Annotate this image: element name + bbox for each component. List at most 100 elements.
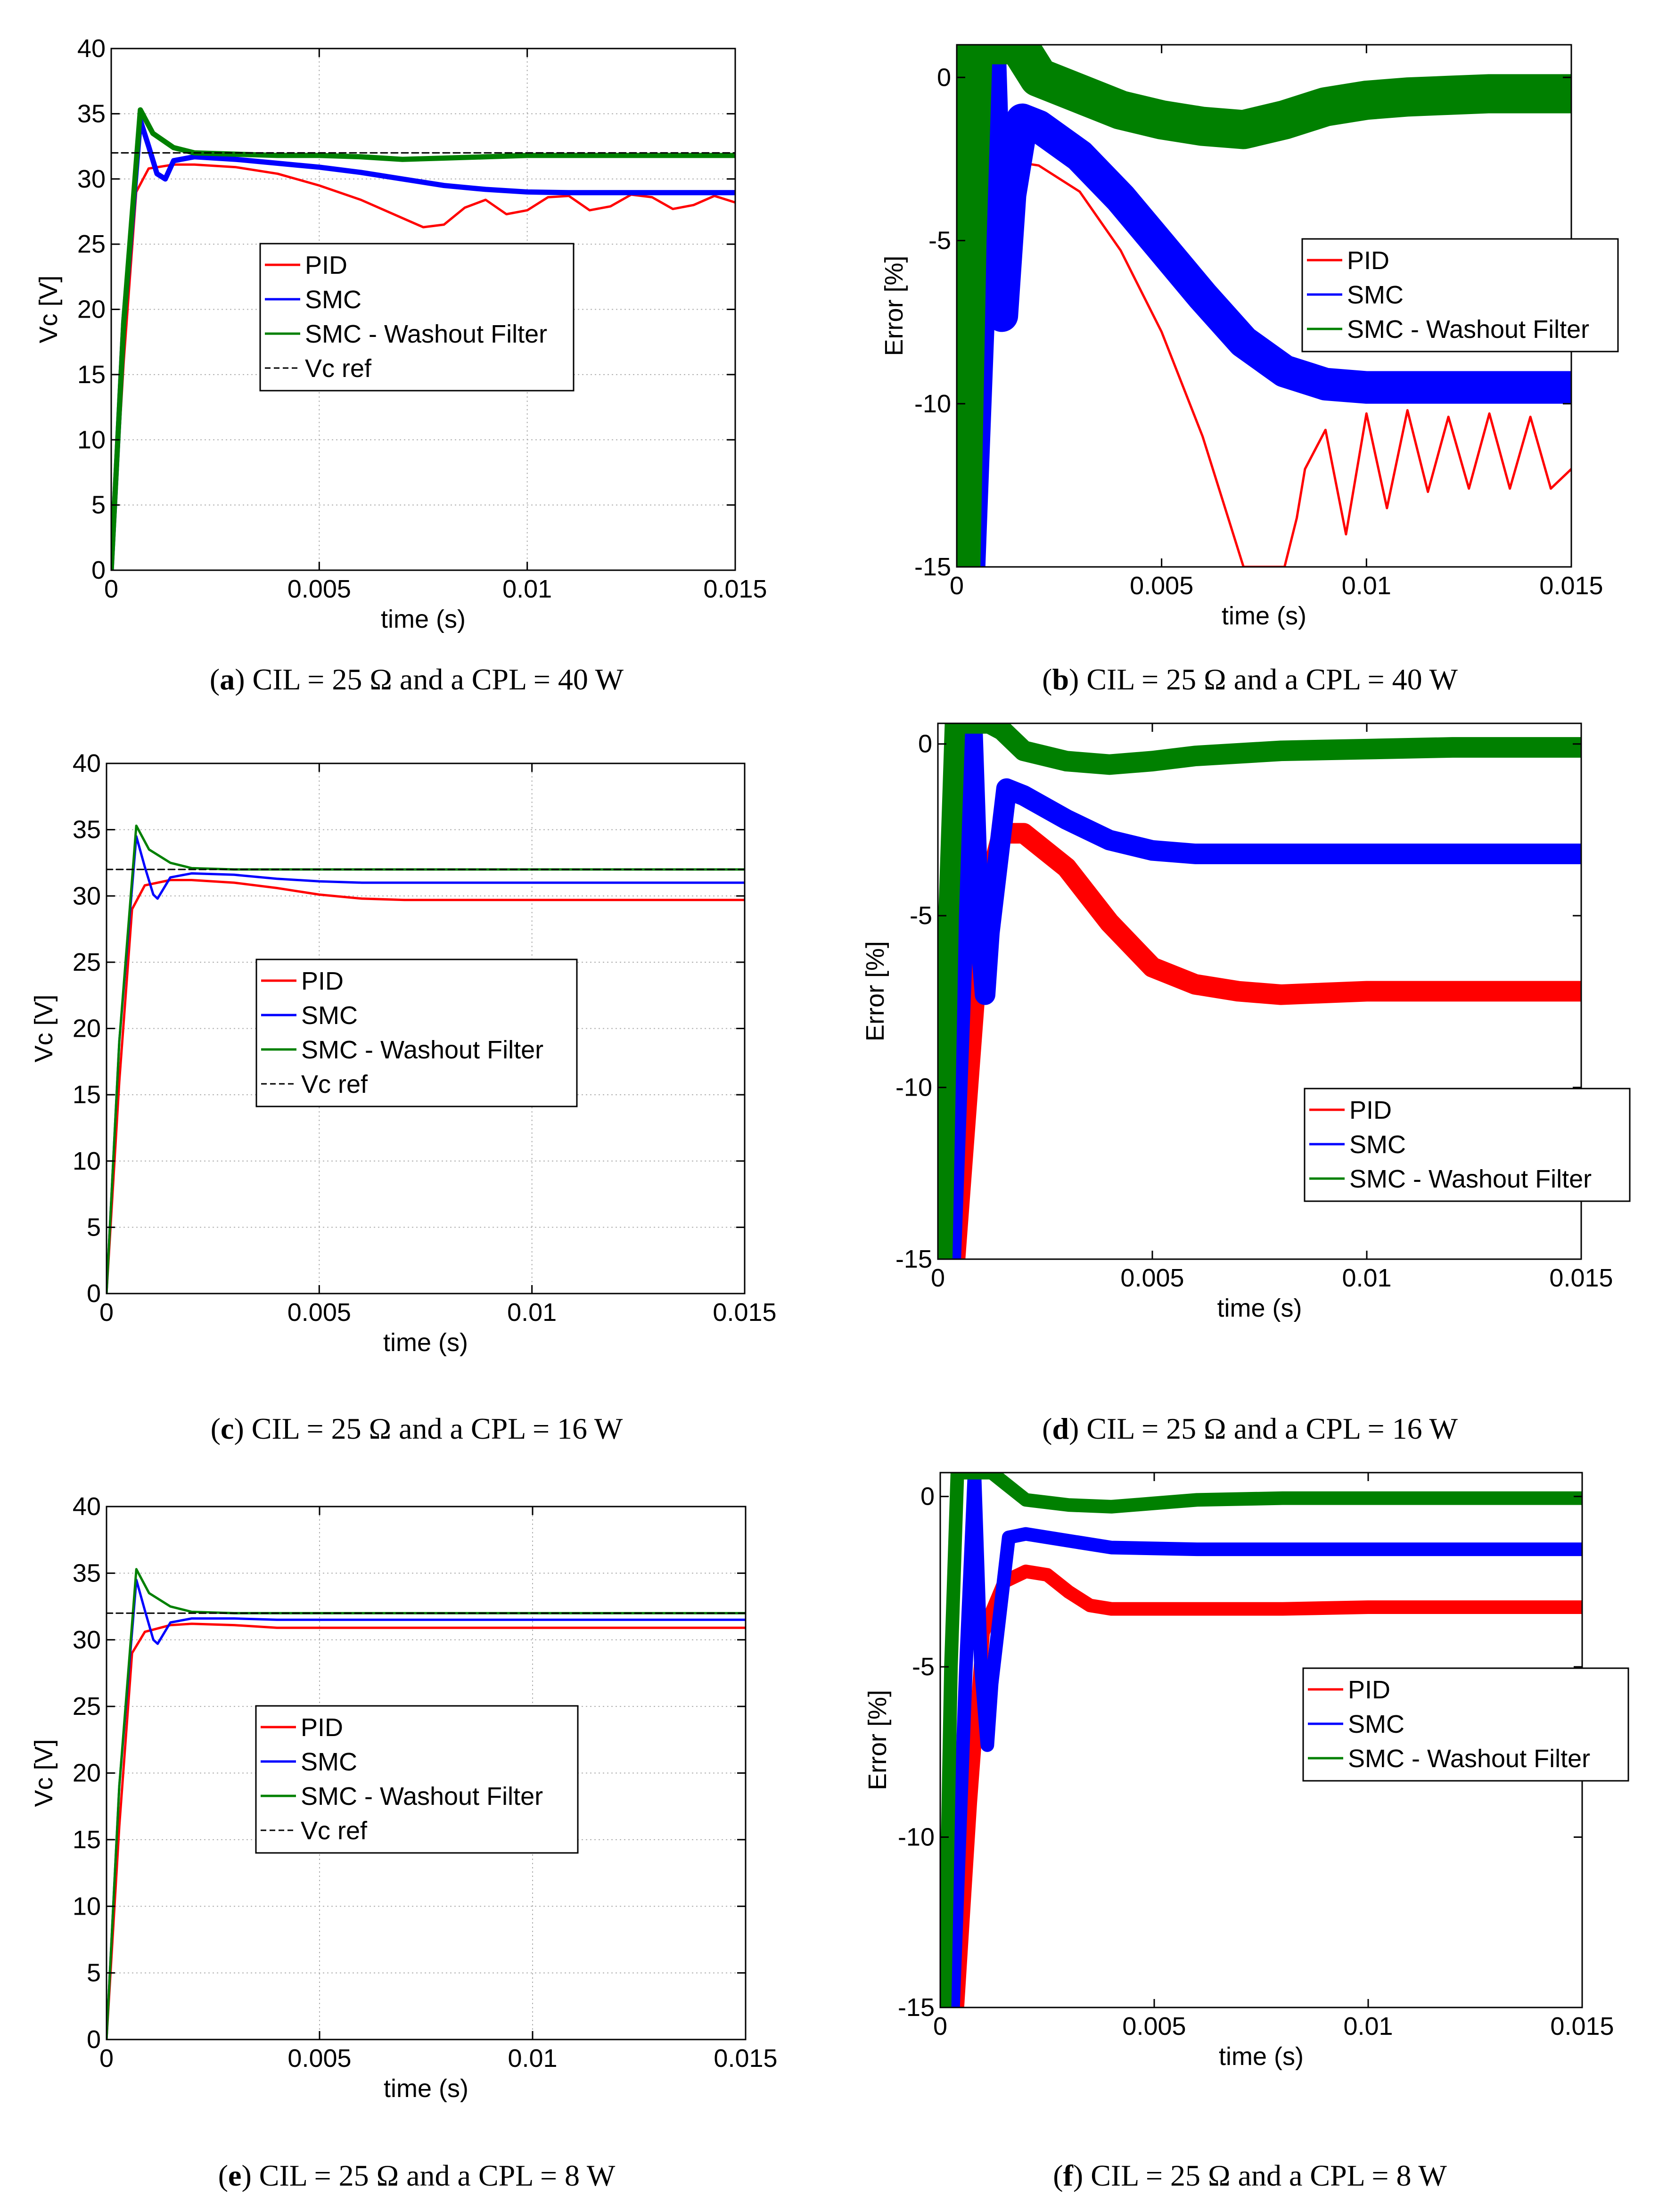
y-tick-label: 10 <box>73 1892 101 1920</box>
legend-label: Vc ref <box>301 1817 368 1845</box>
y-tick-label: 35 <box>73 816 101 844</box>
plot-area <box>107 1568 746 2040</box>
x-tick-label: 0.005 <box>1120 1264 1184 1292</box>
x-tick-label: 0.015 <box>713 1298 776 1327</box>
y-tick-label: 0 <box>87 2025 101 2054</box>
x-tick-label: 0.01 <box>1342 572 1391 600</box>
x-axis-label: time (s) <box>384 2074 468 2103</box>
legend-label: SMC - Washout Filter <box>305 320 547 348</box>
y-tick-label: 30 <box>73 1626 101 1654</box>
legend-label: Vc ref <box>301 1070 368 1098</box>
x-tick-label: 0.015 <box>1539 572 1603 600</box>
x-tick-label: 0.005 <box>287 575 351 603</box>
y-axis-label: Vc [V] <box>30 1739 58 1807</box>
x-tick-label: 0.01 <box>1343 2012 1393 2040</box>
legend-label: SMC - Washout Filter <box>301 1036 543 1064</box>
plot-area <box>940 1473 1582 2007</box>
legend-label: PID <box>305 251 347 279</box>
caption-d: (d) CIL = 25 Ω and a CPL = 16 W <box>1042 1412 1458 1445</box>
x-tick-label: 0 <box>99 2044 114 2073</box>
y-tick-label: -15 <box>914 553 951 581</box>
x-tick-label: 0.005 <box>287 1298 351 1327</box>
legend-label: PID <box>1347 246 1389 275</box>
y-axis-label: Error [%] <box>861 941 889 1041</box>
x-tick-label: 0.01 <box>507 1298 557 1327</box>
series-line <box>111 107 735 570</box>
y-tick-label: -15 <box>898 1993 935 2022</box>
legend-box <box>255 959 578 1107</box>
caption-a: (a) CIL = 25 Ω and a CPL = 40 W <box>209 663 624 696</box>
y-tick-label: 30 <box>73 882 101 910</box>
chart-d: 0 0.005 0.01 0.015 0 -5 -10 -15 time (s) Error [%… <box>861 722 1631 1322</box>
x-tick-label: 0.01 <box>502 575 552 603</box>
legend-box <box>1304 1088 1631 1202</box>
caption-b: (b) CIL = 25 Ω and a CPL = 40 W <box>1042 663 1458 696</box>
y-tick-label: 40 <box>73 749 101 778</box>
legend-label: PID <box>301 967 344 995</box>
x-tick-label: 0 <box>933 2012 947 2040</box>
x-tick-label: 0 <box>950 572 964 600</box>
y-tick-label: 15 <box>73 1826 101 1854</box>
y-tick-label: 25 <box>73 1692 101 1720</box>
y-tick-label: 10 <box>77 426 106 454</box>
caption-c: (c) CIL = 25 Ω and a CPL = 16 W <box>210 1412 623 1445</box>
y-tick-label: 25 <box>73 948 101 976</box>
caption-f: (f) CIL = 25 Ω and a CPL = 8 W <box>1053 2159 1447 2192</box>
x-axis-label: time (s) <box>381 605 466 633</box>
y-tick-label: -5 <box>910 901 932 930</box>
x-tick-label: 0.01 <box>1342 1264 1391 1292</box>
chart-e: 0 0.005 0.01 0.015 0 5 10 15 20 25 30 35 40 time (s) V… <box>30 1492 778 2103</box>
x-tick-label: 0 <box>99 1298 114 1327</box>
x-tick-label: 0.005 <box>1130 572 1193 600</box>
chart-f: 0 0.005 0.01 0.015 0 -5 -10 -15 time (s) Error [%… <box>863 1472 1629 2071</box>
legend-box <box>1302 1667 1629 1782</box>
y-tick-label: 40 <box>77 34 106 63</box>
y-axis-label: Vc [V] <box>30 994 58 1062</box>
y-tick-label: 30 <box>77 165 106 193</box>
y-axis-label: Vc [V] <box>34 275 63 343</box>
y-tick-label: 20 <box>77 295 106 324</box>
plot-area <box>938 723 1581 1259</box>
x-axis-label: time (s) <box>383 1328 468 1357</box>
series-line <box>957 45 1571 567</box>
y-tick-label: 0 <box>918 730 932 758</box>
y-tick-label: 5 <box>91 491 106 519</box>
legend-label: PID <box>301 1713 343 1742</box>
legend-label: Vc ref <box>305 354 372 383</box>
series-line <box>107 1622 746 2040</box>
x-axis-label: time (s) <box>1222 602 1306 630</box>
x-tick-label: 0.01 <box>508 2044 557 2073</box>
y-tick-label: -5 <box>912 1653 935 1681</box>
series-line <box>111 117 735 570</box>
y-tick-label: 5 <box>87 1213 101 1241</box>
legend-box <box>1301 238 1619 352</box>
legend-box <box>255 1705 579 1854</box>
y-tick-label: -10 <box>898 1823 935 1852</box>
plot-area <box>111 107 735 570</box>
legend-label: SMC <box>301 1748 357 1776</box>
x-tick-label: 0 <box>104 575 118 603</box>
series-line <box>107 879 745 1294</box>
y-tick-label: 15 <box>77 360 106 389</box>
y-tick-label: 20 <box>73 1015 101 1043</box>
y-tick-label: -15 <box>895 1245 932 1273</box>
x-tick-label: 0.005 <box>1122 2012 1186 2040</box>
x-axis-label: time (s) <box>1217 1294 1302 1322</box>
y-axis-label: Error [%] <box>863 1690 892 1790</box>
y-tick-label: 35 <box>77 99 106 128</box>
chart-a: 0 0.005 0.01 0.015 0 5 10 15 20 25 30 35 40 time (s) V… <box>34 34 767 633</box>
y-tick-label: 0 <box>91 556 106 584</box>
series-line <box>972 161 1571 567</box>
y-tick-label: -10 <box>914 390 951 418</box>
y-tick-label: 35 <box>73 1559 101 1587</box>
x-tick-label: 0.015 <box>714 2044 777 2073</box>
y-tick-label: 20 <box>73 1759 101 1787</box>
y-tick-label: 0 <box>920 1483 935 1511</box>
legend-label: SMC - Washout Filter <box>1348 1745 1590 1773</box>
axes-frame <box>937 722 1582 1260</box>
legend-label: SMC <box>1349 1131 1406 1159</box>
series-line <box>938 723 1581 1259</box>
series-line <box>940 1473 1582 2007</box>
series-line <box>107 835 745 1294</box>
